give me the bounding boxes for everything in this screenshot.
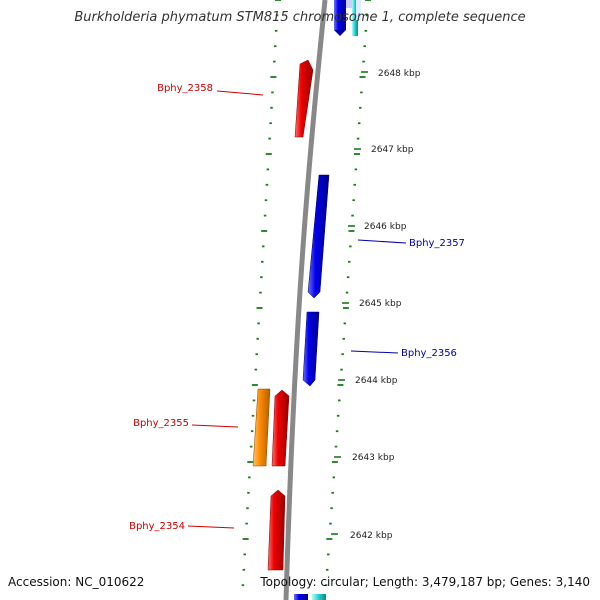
gene-orange-feature[interactable] <box>252 388 271 467</box>
scale-labels: 2648 kbp 2647 kbp 2646 kbp 2645 kbp 2644… <box>331 69 421 541</box>
tick-label-2643: 2643 kbp <box>352 453 395 463</box>
tick-label-2648: 2648 kbp <box>378 69 421 79</box>
tick-label-2646: 2646 kbp <box>364 222 407 232</box>
tick-label-2645: 2645 kbp <box>359 299 402 309</box>
feature-top-edge <box>334 0 361 36</box>
gene-bphy-2358[interactable] <box>294 59 314 138</box>
feature-bottom-edge <box>294 594 326 600</box>
topology-summary: Topology: circular; Length: 3,479,187 bp… <box>260 575 590 589</box>
tick-label-2644: 2644 kbp <box>355 376 398 386</box>
tick-label-2642: 2642 kbp <box>350 531 393 541</box>
gene-bphy-2356[interactable] <box>302 311 320 387</box>
gene-label-bphy-2358[interactable]: Bphy_2358 <box>157 83 213 94</box>
gene-label-bphy-2355[interactable]: Bphy_2355 <box>133 418 189 429</box>
gene-label-bphy-2354[interactable]: Bphy_2354 <box>129 521 185 532</box>
gene-bphy-2354[interactable] <box>267 489 286 571</box>
accession-text: Accession: NC_010622 <box>8 575 145 589</box>
gene-bphy-2357[interactable] <box>307 174 330 299</box>
page-title: Burkholderia phymatum STM815 chromosome … <box>74 10 526 25</box>
gene-bphy-2355[interactable] <box>271 389 290 467</box>
outer-tick-ring <box>324 0 371 587</box>
tick-label-2647: 2647 kbp <box>371 145 414 155</box>
gene-label-bphy-2357[interactable]: Bphy_2357 <box>409 238 465 249</box>
genome-backbone <box>283 0 328 600</box>
gene-labels: Bphy_2358 Bphy_2357 Bphy_2356 Bphy_2355 … <box>129 83 465 532</box>
gene-label-bphy-2356[interactable]: Bphy_2356 <box>401 348 457 359</box>
inner-tick-ring <box>241 0 281 587</box>
